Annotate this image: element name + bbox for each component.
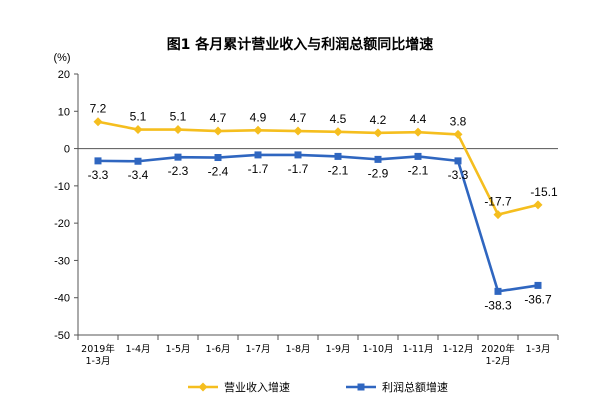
data-point	[534, 281, 542, 289]
data-label: -3.3	[448, 168, 469, 182]
data-point	[254, 151, 262, 159]
data-label: -3.3	[88, 168, 109, 182]
legend-marker	[198, 382, 208, 392]
data-label: -38.3	[484, 298, 512, 312]
data-point	[374, 155, 382, 163]
data-label: -3.4	[128, 168, 149, 182]
data-point	[413, 127, 423, 137]
data-label: 5.1	[170, 110, 187, 124]
data-label: -1.7	[248, 162, 269, 176]
y-axis: 20 10 0 -10 -20 -30 -40 -50	[54, 69, 79, 342]
data-label: -2.4	[208, 165, 229, 179]
data-point	[133, 125, 143, 135]
y-tick-label: -40	[54, 293, 70, 305]
series-line	[97, 153, 539, 293]
y-tick-label: 10	[58, 106, 70, 118]
data-point	[134, 157, 142, 165]
data-label: 4.7	[210, 111, 227, 125]
x-tick-label: 1-4月	[125, 344, 150, 355]
data-point	[293, 126, 303, 136]
legend-marker	[357, 383, 365, 391]
data-point	[494, 287, 502, 295]
x-tick-label: 1-12月	[442, 344, 473, 355]
x-tick-label: 1-2月	[485, 356, 510, 367]
legend: 营业收入增速 利润总额增速	[188, 380, 448, 394]
data-label: 4.9	[250, 110, 267, 124]
data-point	[334, 152, 342, 160]
data-label: -2.3	[168, 164, 189, 178]
x-tick-label: 2020年	[481, 343, 515, 355]
x-tick-label: 1-6月	[205, 344, 230, 355]
chart-title: 图1 各月累计营业收入与利润总额同比增速	[167, 36, 434, 53]
data-point	[454, 157, 462, 165]
data-label: 4.4	[410, 112, 427, 126]
data-point	[213, 126, 223, 136]
legend-item: 营业收入增速	[188, 380, 290, 394]
y-tick-label: -30	[54, 255, 70, 267]
x-tick-label: 1-9月	[325, 344, 350, 355]
data-label: -2.9	[368, 166, 389, 180]
legend-label: 利润总额增速	[382, 380, 448, 394]
x-tick-label: 1-7月	[245, 344, 270, 355]
data-point	[533, 200, 543, 210]
x-tick-label: 1-10月	[362, 344, 393, 355]
data-point	[493, 210, 503, 220]
x-tick-label: 2019年	[81, 343, 115, 355]
x-tick-label: 1-3月	[525, 344, 550, 355]
data-point	[173, 125, 183, 135]
data-point	[373, 128, 383, 138]
data-point	[453, 129, 463, 139]
x-tick-label: 1-11月	[402, 344, 433, 355]
y-tick-label: 20	[58, 69, 70, 81]
data-point	[294, 151, 302, 159]
legend-item: 利润总额增速	[346, 380, 448, 394]
series-layer: 7.2 5.1 5.1 4.7 4.9 4.7 4.5 4.2 4.4 3.8 -17.7 -15.1…	[88, 102, 558, 313]
data-point	[93, 117, 103, 127]
y-tick-label: 0	[64, 144, 70, 156]
data-point	[214, 154, 222, 162]
x-tick-label: 1-3月	[85, 356, 110, 367]
x-tick-label: 1-8月	[285, 344, 310, 355]
legend-label: 营业收入增速	[224, 380, 290, 394]
data-point	[414, 152, 422, 160]
data-label: -1.7	[288, 162, 309, 176]
data-label: 7.2	[90, 102, 107, 116]
data-point	[94, 157, 102, 165]
data-label: -36.7	[524, 292, 552, 306]
data-label: 3.8	[450, 114, 467, 128]
series-line	[97, 120, 539, 216]
data-label: 4.7	[290, 111, 307, 125]
series-1: 7.2 5.1 5.1 4.7 4.9 4.7 4.5 4.2 4.4 3.8 -17.7 -15.1	[90, 102, 558, 220]
data-point	[333, 127, 343, 137]
data-label: -2.1	[408, 163, 429, 177]
y-tick-label: -10	[54, 181, 70, 193]
y-tick-label: -50	[54, 330, 70, 342]
series-2: -3.3 -3.4 -2.3 -2.4 -1.7 -1.7 -2.1 -2.9 -2.1 -3.3…	[88, 151, 552, 312]
data-point	[174, 153, 182, 161]
data-label: -17.7	[484, 195, 512, 209]
y-axis-unit-label: (%)	[53, 52, 70, 64]
data-label: -15.1	[530, 185, 558, 199]
x-tick-label: 1-5月	[165, 344, 190, 355]
data-label: -2.1	[328, 163, 349, 177]
data-label: 4.2	[370, 113, 387, 127]
data-label: 5.1	[130, 110, 147, 124]
data-label: 4.5	[330, 112, 347, 126]
data-point	[253, 125, 263, 135]
y-tick-label: -20	[54, 218, 70, 230]
